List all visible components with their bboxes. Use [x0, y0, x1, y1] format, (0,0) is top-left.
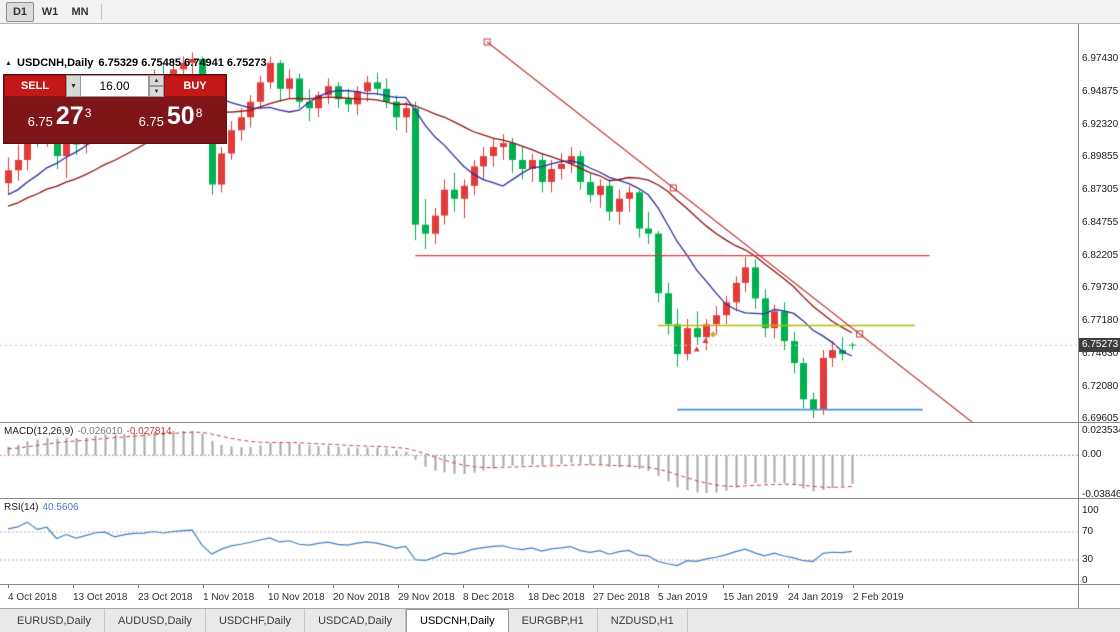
sell-price-main: 6.75 [27, 113, 53, 129]
price-axis-label: 6.79730 [1082, 281, 1119, 293]
price-scale[interactable]: 6.97430 6.94875 6.92320 6.89855 6.87305 6.847… [1078, 24, 1120, 608]
price-axis-label: 6.89855 [1082, 150, 1119, 162]
sell-button[interactable]: SELL [4, 75, 66, 97]
rsi-value: 40.5606 [42, 502, 79, 513]
date-tick [8, 585, 9, 588]
date-tick [398, 585, 399, 588]
buy-price-main: 6.75 [138, 113, 164, 129]
tab-nzdusd-h1[interactable]: NZDUSD,H1 [598, 609, 688, 632]
tab-eurgbp-h1[interactable]: EURGBP,H1 [509, 609, 598, 632]
sell-price[interactable]: 6.75 27 3 [4, 102, 115, 133]
price-axis-label: 6.74630 [1082, 347, 1119, 359]
volume-increase-button[interactable]: ▲ [149, 75, 164, 86]
date-tick [463, 585, 464, 588]
date-label: 2 Feb 2019 [853, 592, 904, 603]
macd-axis-label: 0.023534 [1082, 425, 1120, 436]
date-label: 8 Dec 2018 [463, 592, 515, 603]
chevron-down-icon: ▼ [70, 82, 77, 90]
date-tick [203, 585, 204, 588]
date-tick [593, 585, 594, 588]
volume-stepper: ▲ ▼ [149, 75, 164, 97]
tab-usdcnh-daily[interactable]: USDCNH,Daily [406, 609, 509, 632]
tab-audusd-daily[interactable]: AUDUSD,Daily [105, 609, 206, 632]
toolbar-separator [101, 3, 102, 20]
timeframe-toolbar: D1 W1 MN [0, 0, 1120, 24]
volume-dropdown-button[interactable]: ▼ [66, 75, 81, 97]
rsi-name: RSI(14) [4, 502, 39, 513]
price-axis-label: 6.82205 [1082, 249, 1119, 261]
price-axis-label: 6.84755 [1082, 216, 1119, 228]
macd-label: MACD(12,26,9) -0.026010 -0.027814 [4, 426, 172, 437]
date-tick [528, 585, 529, 588]
date-tick [138, 585, 139, 588]
current-price-badge: 6.75273 [1079, 338, 1120, 353]
date-label: 24 Jan 2019 [788, 592, 844, 603]
buy-button[interactable]: BUY [164, 75, 226, 97]
date-label: 15 Jan 2019 [723, 592, 779, 603]
date-tick [333, 585, 334, 588]
date-label: 29 Nov 2018 [398, 592, 455, 603]
tab-usdcad-daily[interactable]: USDCAD,Daily [305, 609, 407, 632]
price-axis-label: 6.72080 [1082, 380, 1119, 392]
macd-axis-label: 0.00 [1082, 449, 1102, 461]
date-label: 27 Dec 2018 [593, 592, 650, 603]
rsi-axis-label: 100 [1082, 505, 1099, 516]
chart-ohlc-values: 6.75329 6.75485 6.74941 6.75273 [98, 57, 267, 69]
tab-eurusd-daily[interactable]: EURUSD,Daily [4, 609, 105, 632]
timeframe-w1-button[interactable]: W1 [41, 5, 59, 18]
rsi-label: RSI(14) 40.5606 [4, 502, 79, 513]
rsi-axis-label: 0 [1082, 575, 1088, 586]
volume-input[interactable] [81, 75, 149, 97]
macd-canvas[interactable] [0, 423, 1078, 498]
macd-name: MACD(12,26,9) [4, 426, 74, 437]
rsi-axis-label: 70 [1082, 526, 1094, 537]
price-axis-label: 6.87305 [1082, 183, 1119, 195]
buy-price[interactable]: 6.75 50 8 [115, 102, 226, 133]
macd-indicator-panel[interactable]: MACD(12,26,9) -0.026010 -0.027814 [0, 422, 1120, 498]
buy-price-big: 50 [166, 102, 195, 131]
date-label: 5 Jan 2019 [658, 592, 708, 603]
date-tick [723, 585, 724, 588]
volume-decrease-button[interactable]: ▼ [149, 86, 164, 97]
rsi-indicator-panel[interactable]: RSI(14) 40.5606 [0, 498, 1120, 584]
trade-controls-row: SELL ▼ ▲ ▼ BUY [4, 75, 226, 97]
trade-prices-row: 6.75 27 3 6.75 50 8 [4, 97, 226, 143]
price-chart-panel[interactable]: ▲ USDCNH,Daily 6.75329 6.75485 6.74941 6.… [0, 24, 1120, 422]
timeframe-mn-button[interactable]: MN [71, 5, 89, 18]
tab-usdchf-daily[interactable]: USDCHF,Daily [206, 609, 306, 632]
price-axis-label: 6.69605 [1082, 412, 1119, 424]
price-axis-label: 6.92320 [1082, 118, 1119, 130]
date-label: 4 Oct 2018 [8, 592, 57, 603]
chart-tabs-bar: EURUSD,Daily AUDUSD,Daily USDCHF,Daily USDC… [0, 608, 1120, 632]
chart-title: USDCNH,Daily 6.75329 6.75485 6.74941 6.75… [17, 57, 267, 69]
date-tick [73, 585, 74, 588]
date-label: 18 Dec 2018 [528, 592, 585, 603]
date-label: 1 Nov 2018 [203, 592, 255, 603]
price-axis-label: 6.94875 [1082, 85, 1119, 97]
date-label: 10 Nov 2018 [268, 592, 325, 603]
buy-price-sup: 8 [195, 105, 203, 120]
sell-price-sup: 3 [84, 105, 92, 120]
date-tick [658, 585, 659, 588]
date-label: 20 Nov 2018 [333, 592, 390, 603]
date-axis[interactable]: 4 Oct 2018 13 Oct 2018 23 Oct 2018 1 Nov 20… [0, 584, 1120, 608]
price-axis-label: 6.97430 [1082, 52, 1119, 64]
panel-collapse-icon[interactable]: ▲ [5, 60, 12, 67]
sell-price-big: 27 [55, 102, 84, 131]
date-tick [853, 585, 854, 588]
date-label: 13 Oct 2018 [73, 592, 128, 603]
chart-symbol-label: USDCNH,Daily [17, 57, 94, 69]
macd-signal-value: -0.027814 [126, 426, 172, 437]
rsi-axis-label: 30 [1082, 554, 1094, 565]
rsi-canvas[interactable] [0, 499, 1078, 584]
date-tick [788, 585, 789, 588]
macd-main-value: -0.026010 [77, 426, 123, 437]
macd-axis-label: -0.038466 [1082, 489, 1120, 500]
timeframe-d1-button[interactable]: D1 [6, 1, 34, 22]
date-label: 23 Oct 2018 [138, 592, 193, 603]
price-axis-label: 6.77180 [1082, 314, 1119, 326]
date-tick [268, 585, 269, 588]
